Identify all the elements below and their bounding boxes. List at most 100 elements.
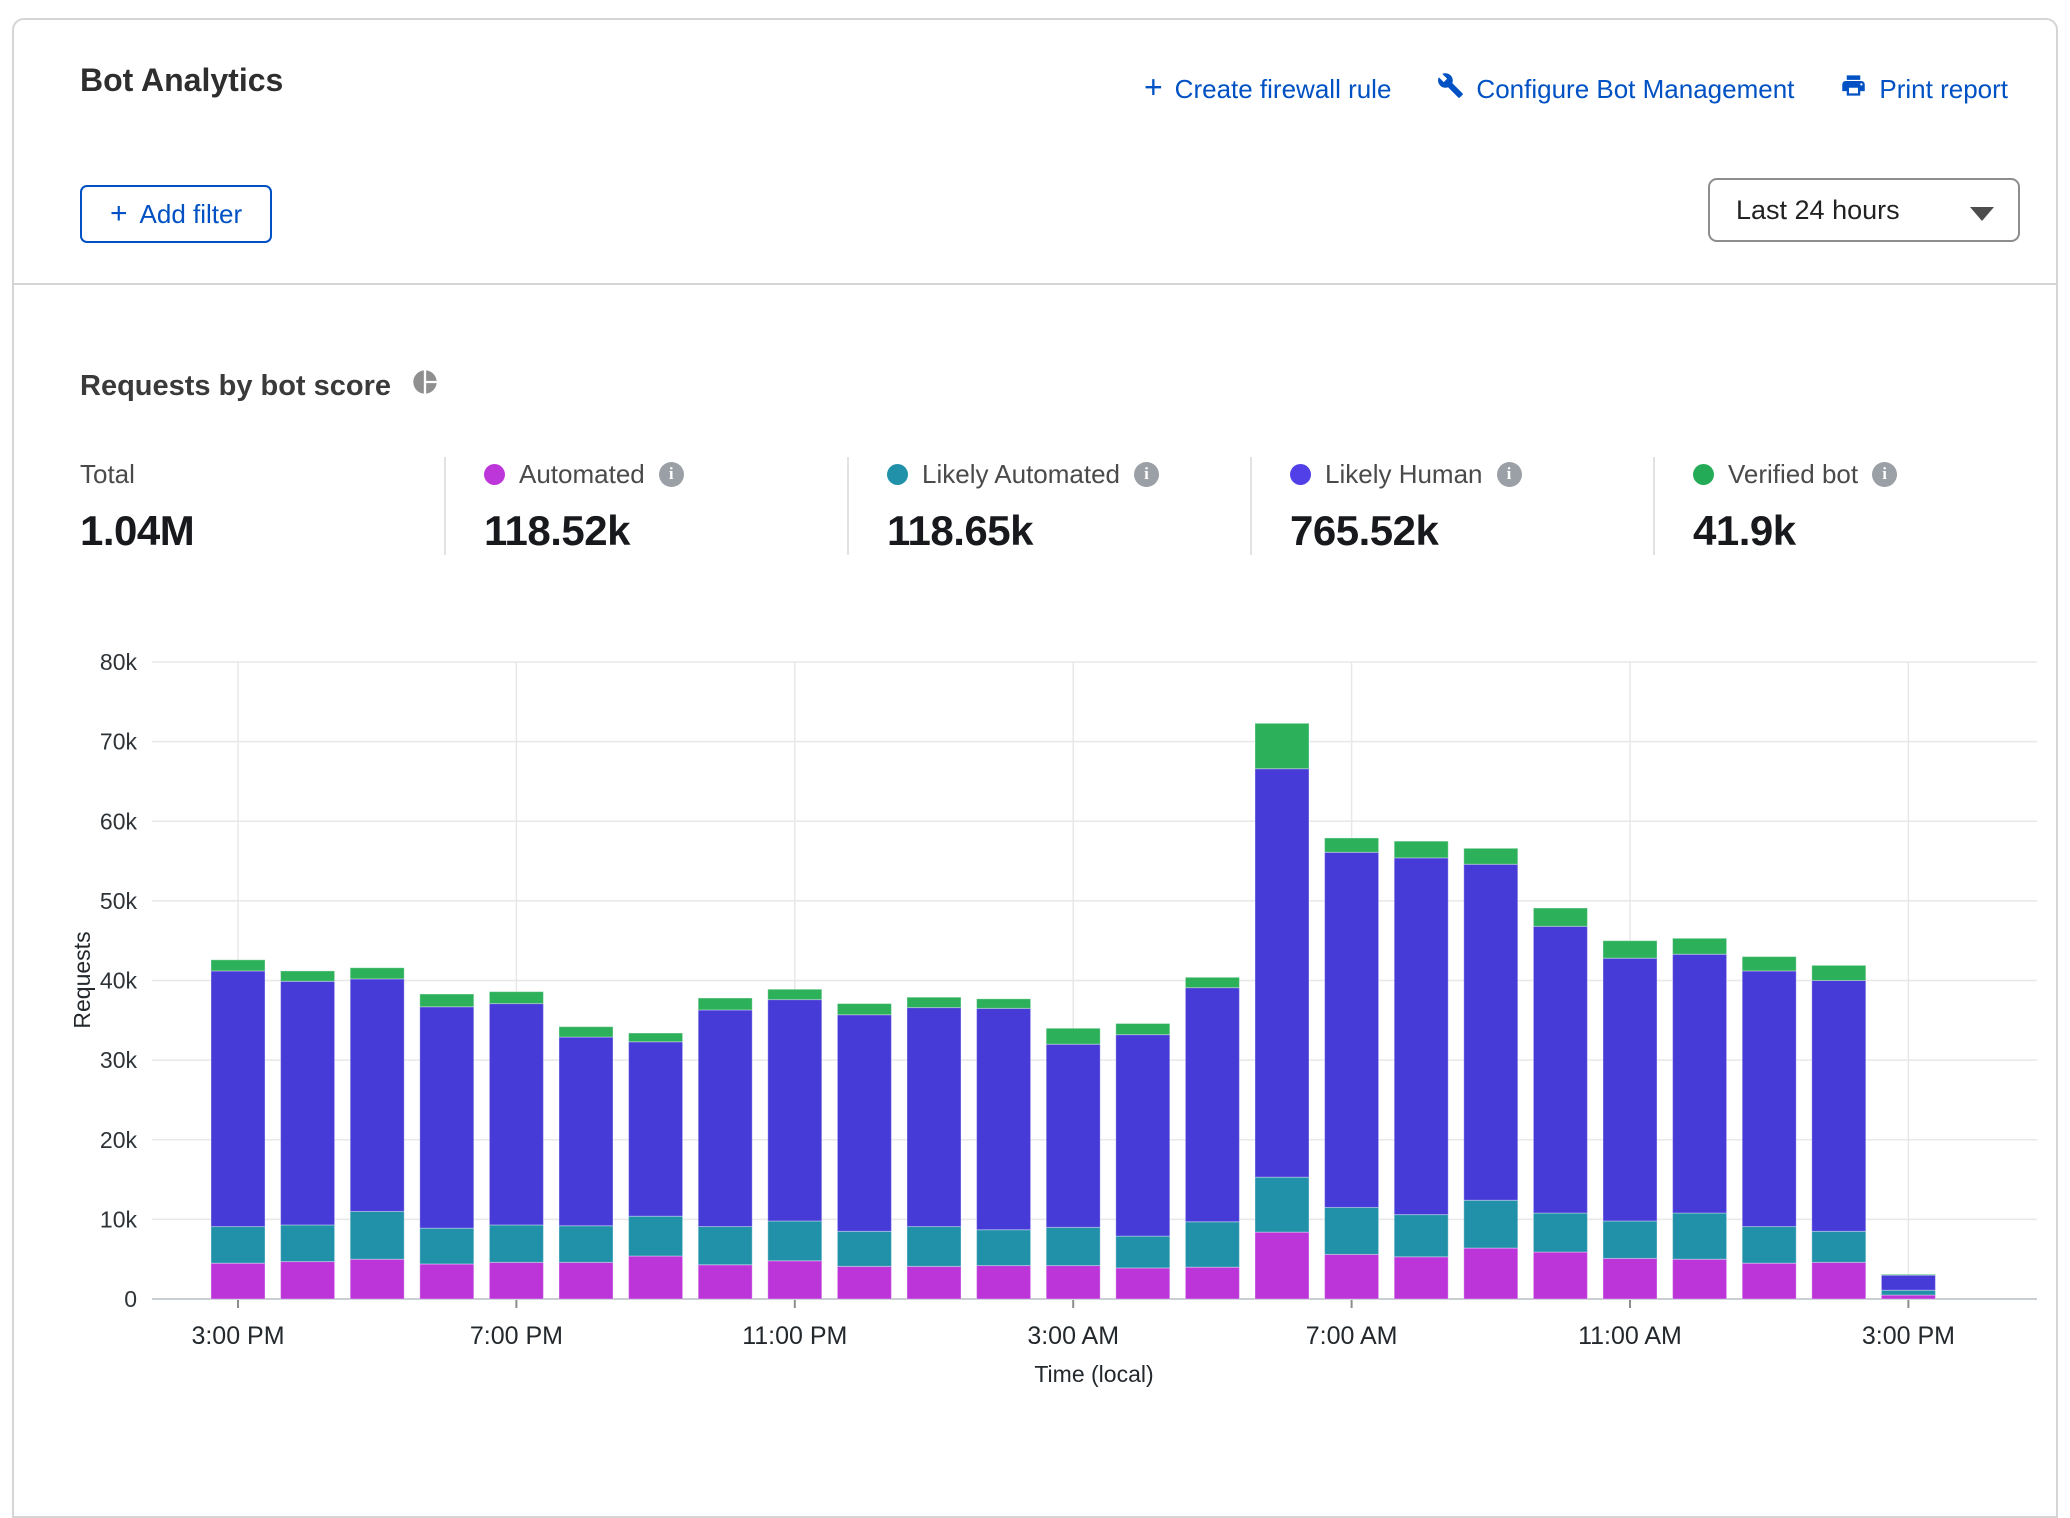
configure-bot-management-link[interactable]: Configure Bot Management	[1437, 72, 1794, 106]
bar-segment[interactable]	[697, 1009, 753, 1228]
bar-segment[interactable]	[1880, 1274, 1936, 1291]
bar-segment[interactable]	[1393, 1256, 1449, 1300]
bar-segment[interactable]	[1324, 851, 1380, 1208]
add-filter-button[interactable]: Add filter	[80, 185, 273, 243]
bar-segment[interactable]	[488, 1261, 544, 1300]
info-icon[interactable]	[1872, 461, 1898, 487]
bar-segment[interactable]	[1811, 980, 1867, 1232]
bar-segment[interactable]	[906, 1226, 962, 1267]
bar-segment[interactable]	[628, 1215, 684, 1257]
bar-segment[interactable]	[1741, 970, 1797, 1228]
bar-segment[interactable]	[1880, 1273, 1936, 1276]
bar-segment[interactable]	[1741, 1262, 1797, 1300]
bar-segment[interactable]	[1115, 1267, 1171, 1300]
bar-segment[interactable]	[976, 1007, 1032, 1231]
bar-segment[interactable]	[697, 1226, 753, 1266]
bar-segment[interactable]	[1532, 1212, 1588, 1253]
bar-segment[interactable]	[1811, 964, 1867, 981]
bar-segment[interactable]	[1741, 956, 1797, 972]
bar-segment[interactable]	[836, 1014, 892, 1232]
bar-segment[interactable]	[488, 991, 544, 1005]
bar-segment[interactable]	[767, 1260, 823, 1300]
bar-segment[interactable]	[349, 1210, 405, 1260]
bar-segment[interactable]	[1880, 1294, 1936, 1300]
bar-segment[interactable]	[1254, 722, 1310, 770]
bar-segment[interactable]	[697, 1264, 753, 1300]
bar-segment[interactable]	[210, 970, 266, 1228]
info-icon[interactable]	[1134, 461, 1160, 487]
bar-segment[interactable]	[280, 980, 336, 1226]
bar-segment[interactable]	[1463, 1247, 1519, 1300]
bar-segment[interactable]	[1045, 1027, 1101, 1045]
bar-segment[interactable]	[349, 1258, 405, 1300]
print-report-link[interactable]: Print report	[1840, 72, 2008, 106]
bar-segment[interactable]	[1741, 1226, 1797, 1264]
bar-segment[interactable]	[1115, 1034, 1171, 1237]
bar-segment[interactable]	[1880, 1289, 1936, 1296]
bar-segment[interactable]	[628, 1255, 684, 1300]
bar-segment[interactable]	[976, 998, 1032, 1009]
time-range-select[interactable]: Last 24 hours	[1708, 178, 2020, 242]
bar-segment[interactable]	[1045, 1265, 1101, 1300]
info-icon[interactable]	[1496, 461, 1522, 487]
bar-segment[interactable]	[1254, 768, 1310, 1178]
bar-segment[interactable]	[1602, 940, 1658, 959]
bar-segment[interactable]	[767, 988, 823, 1001]
bar-segment[interactable]	[558, 1261, 614, 1300]
bar-segment[interactable]	[1254, 1231, 1310, 1300]
bar-segment[interactable]	[210, 959, 266, 972]
bar-segment[interactable]	[1672, 1258, 1728, 1300]
bar-segment[interactable]	[906, 996, 962, 1009]
bar-segment[interactable]	[1463, 863, 1519, 1201]
bar-segment[interactable]	[1532, 925, 1588, 1214]
bar-segment[interactable]	[1532, 1251, 1588, 1300]
bar-segment[interactable]	[1045, 1226, 1101, 1267]
bar-segment[interactable]	[1393, 840, 1449, 859]
bar-segment[interactable]	[280, 1224, 336, 1263]
bar-segment[interactable]	[349, 967, 405, 980]
bar-segment[interactable]	[976, 1229, 1032, 1267]
bar-segment[interactable]	[976, 1265, 1032, 1300]
bar-segment[interactable]	[210, 1226, 266, 1264]
bar-segment[interactable]	[210, 1262, 266, 1300]
bar-segment[interactable]	[419, 993, 475, 1008]
bar-segment[interactable]	[419, 1263, 475, 1300]
create-firewall-rule-link[interactable]: Create firewall rule	[1144, 74, 1392, 105]
bar-segment[interactable]	[1115, 1235, 1171, 1269]
bar-segment[interactable]	[1184, 976, 1240, 989]
bar-segment[interactable]	[488, 1224, 544, 1263]
bar-segment[interactable]	[767, 999, 823, 1222]
bar-segment[interactable]	[836, 1003, 892, 1016]
bar-segment[interactable]	[628, 1041, 684, 1217]
bar-segment[interactable]	[1393, 857, 1449, 1216]
bar-segment[interactable]	[1324, 1206, 1380, 1255]
bar-segment[interactable]	[1811, 1261, 1867, 1300]
bar-segment[interactable]	[558, 1026, 614, 1038]
bar-segment[interactable]	[1393, 1214, 1449, 1258]
bar-segment[interactable]	[1184, 1221, 1240, 1268]
bar-segment[interactable]	[419, 1006, 475, 1229]
bar-segment[interactable]	[1602, 1220, 1658, 1259]
bar-segment[interactable]	[906, 1007, 962, 1228]
bar-segment[interactable]	[1602, 957, 1658, 1222]
bar-segment[interactable]	[697, 997, 753, 1011]
bar-segment[interactable]	[558, 1225, 614, 1263]
bar-segment[interactable]	[419, 1227, 475, 1265]
bar-segment[interactable]	[1811, 1230, 1867, 1263]
bar-segment[interactable]	[836, 1265, 892, 1300]
bar-segment[interactable]	[558, 1036, 614, 1227]
info-icon[interactable]	[658, 461, 684, 487]
bar-segment[interactable]	[767, 1220, 823, 1262]
bar-segment[interactable]	[1672, 953, 1728, 1214]
bar-segment[interactable]	[836, 1230, 892, 1267]
bar-segment[interactable]	[1463, 847, 1519, 865]
bar-segment[interactable]	[280, 970, 336, 982]
bar-segment[interactable]	[1324, 837, 1380, 853]
bar-segment[interactable]	[1045, 1043, 1101, 1228]
bar-segment[interactable]	[1672, 937, 1728, 955]
bar-segment[interactable]	[280, 1261, 336, 1300]
bar-segment[interactable]	[906, 1265, 962, 1300]
bar-segment[interactable]	[1602, 1257, 1658, 1300]
bar-segment[interactable]	[1254, 1176, 1310, 1233]
bar-segment[interactable]	[1532, 907, 1588, 927]
